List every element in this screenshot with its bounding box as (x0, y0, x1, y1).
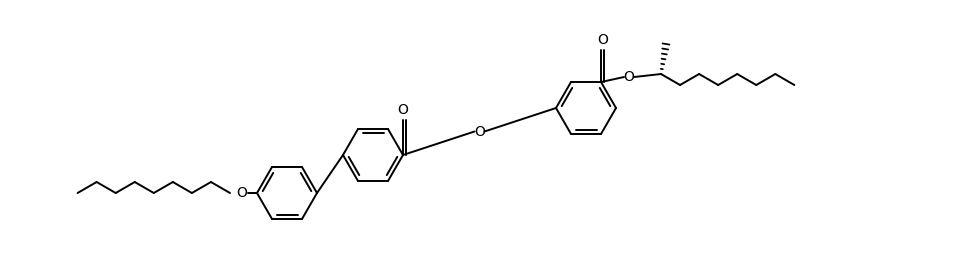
Text: O: O (623, 70, 634, 84)
Text: O: O (597, 33, 608, 47)
Text: O: O (474, 125, 485, 139)
Text: O: O (398, 103, 408, 117)
Text: O: O (236, 186, 247, 200)
